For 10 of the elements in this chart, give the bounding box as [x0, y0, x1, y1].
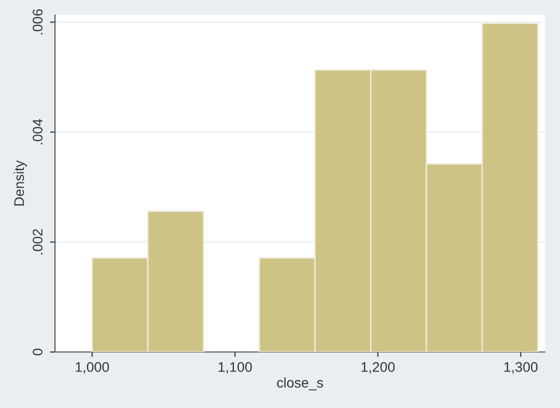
y-tick-label: .002	[32, 229, 43, 254]
x-tick-label: 1,000	[76, 362, 109, 374]
x-tick-label: 1,200	[362, 362, 395, 374]
x-axis-title: close_s	[277, 377, 324, 390]
y-tick-label: .006	[32, 9, 43, 34]
y-tick-label: .004	[32, 118, 43, 144]
y-tick-label: 0	[32, 348, 43, 356]
y-axis-title: Density	[14, 160, 27, 206]
x-tick-label: 1,300	[504, 362, 538, 374]
x-tick-label: 1,100	[218, 362, 252, 374]
